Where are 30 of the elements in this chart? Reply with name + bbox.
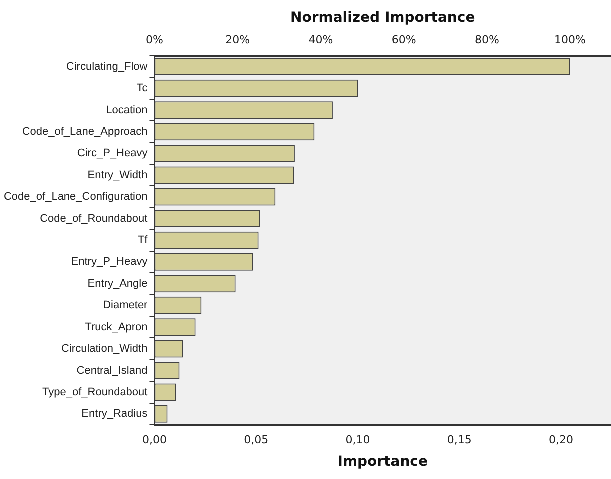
x-tick-label: 0,05 — [244, 433, 269, 446]
y-tick-label: Tc — [136, 82, 148, 95]
x-tick-label: 0,20 — [548, 433, 574, 446]
y-tick-label: Circ_P_Heavy — [77, 148, 148, 160]
x2-tick-label: 40% — [308, 33, 334, 46]
y-tick-label: Location — [106, 104, 148, 116]
y-tick-label: Circulating_Flow — [66, 60, 148, 73]
y-tick-label: Code_of_Roundabout — [40, 212, 148, 225]
y-tick-label: Entry_P_Heavy — [71, 256, 148, 268]
y-tick-label: Code_of_Lane_Configuration — [4, 191, 148, 204]
y-tick-label: Truck_Apron — [85, 321, 148, 334]
x-tick-label: 0,00 — [142, 433, 167, 446]
x-tick-label: 0,15 — [447, 433, 472, 446]
x2-axis-title: Normalized Importance — [290, 10, 476, 26]
x2-tick-label: 100% — [554, 33, 586, 46]
y-tick-label: Diameter — [103, 300, 148, 312]
y-tick-label: Type_of_Roundabout — [42, 386, 148, 398]
x2-tick-label: 20% — [226, 33, 250, 46]
y-tick-label: Circulation_Width — [62, 343, 148, 356]
y-tick-label: Entry_Angle — [88, 278, 148, 290]
x2-tick-label: 80% — [474, 33, 500, 46]
x-tick-label: 0,10 — [346, 433, 370, 446]
y-tick-label: Entry_Width — [88, 169, 148, 182]
x2-tick-label: 0% — [146, 33, 164, 46]
y-tick-label: Code_of_Lane_Approach — [22, 126, 148, 138]
y-tick-label: Entry_Radius — [82, 408, 148, 420]
y-tick-label: Tf — [138, 234, 149, 247]
y-tick-label: Central_Island — [76, 364, 148, 377]
x2-tick-label: 60% — [392, 33, 416, 46]
x-axis-title: Importance — [338, 454, 428, 470]
